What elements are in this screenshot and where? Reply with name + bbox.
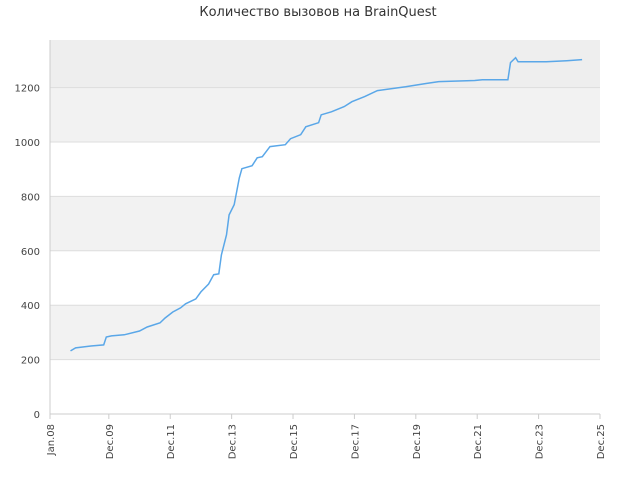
x-tick-label: Dec.25	[596, 424, 607, 459]
y-tick-label: 600	[21, 247, 40, 258]
plot-band	[50, 305, 600, 360]
y-tick-label: 0	[34, 410, 40, 421]
chart-title: Количество вызовов на BrainQuest	[199, 5, 436, 20]
x-tick-label: Jan.08	[46, 424, 57, 456]
plot-band	[50, 142, 600, 197]
x-tick-label: Dec.21	[473, 424, 484, 459]
x-tick-label: Dec.17	[350, 424, 361, 459]
x-tick-label: Dec.19	[412, 424, 423, 459]
x-tick-label: Dec.13	[228, 424, 239, 459]
plot-band	[50, 40, 600, 88]
plot-band	[50, 87, 600, 142]
plot-band	[50, 196, 600, 251]
data-line	[70, 56, 583, 352]
plot-band	[50, 250, 600, 306]
x-tick-label: Dec.23	[535, 424, 546, 459]
x-tick-label: Dec.09	[105, 424, 116, 459]
x-tick-label: Dec.15	[289, 424, 300, 459]
y-tick-label: 1000	[15, 138, 40, 149]
x-tick-label: Dec.11	[166, 424, 177, 459]
plot-band	[50, 359, 600, 414]
y-tick-label: 400	[21, 301, 40, 312]
y-tick-label: 200	[21, 356, 40, 367]
y-tick-label: 800	[21, 192, 40, 203]
y-tick-label: 1200	[15, 84, 40, 95]
